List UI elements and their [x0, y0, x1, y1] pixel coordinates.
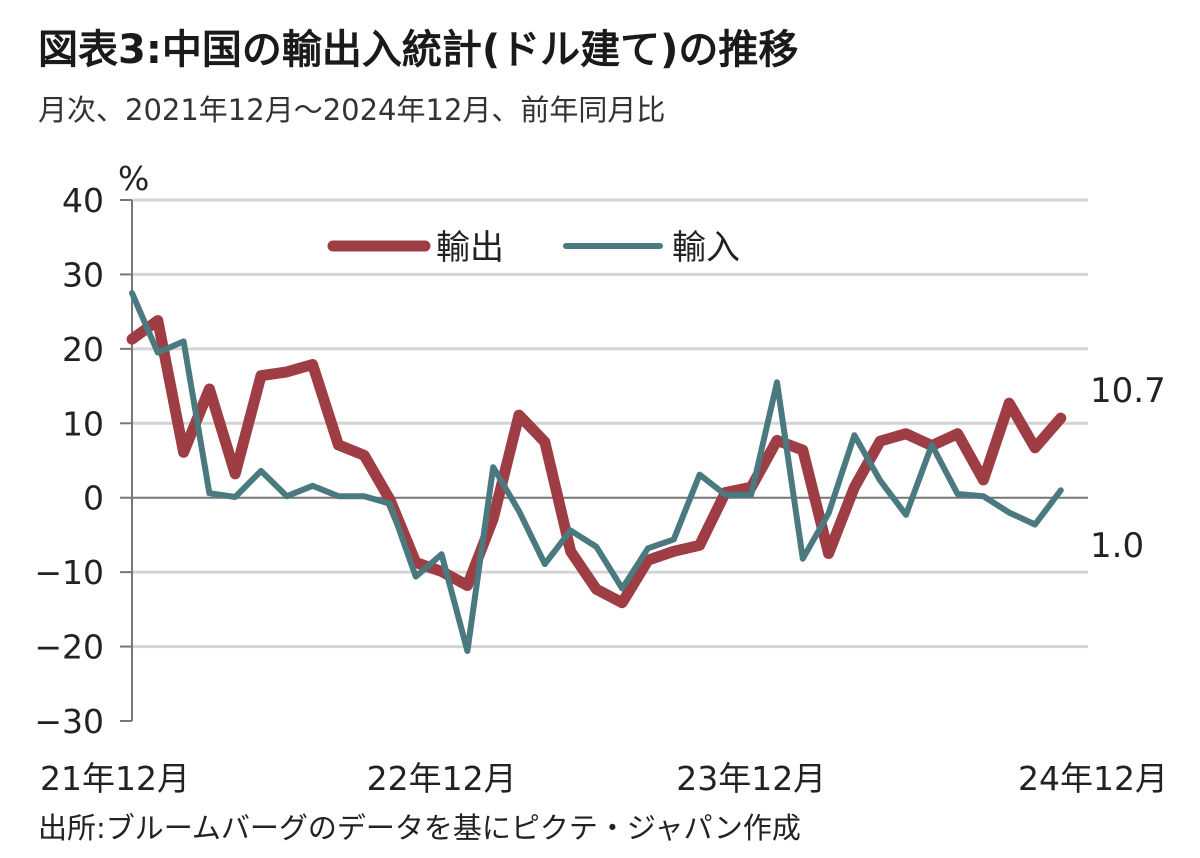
y-tick-label: −10: [34, 553, 104, 592]
x-tick-labels: 21年12月 22年12月 23年12月 24年12月: [40, 759, 1168, 798]
y-tick-label: 20: [62, 330, 104, 369]
x-tick-label: 21年12月: [40, 759, 190, 798]
exports-line: [126, 315, 1067, 609]
y-tick-label: 40: [62, 181, 104, 220]
y-tick-label: 30: [62, 255, 104, 294]
source-note: 出所:ブルームバーグのデータを基にピクテ・ジャパン作成: [38, 811, 801, 845]
chart-title: 図表3:中国の輸出入統計(ドル建て)の推移: [38, 27, 798, 73]
y-unit-label: %: [118, 159, 149, 198]
chart-subtitle: 月次、2021年12月〜2024年12月、前年同月比: [38, 93, 665, 127]
x-tick-label: 22年12月: [367, 759, 517, 798]
gridlines: [132, 198, 1088, 649]
y-tick-label: −30: [34, 702, 104, 741]
imports-end-label: 1.0: [1090, 526, 1144, 566]
axes: [120, 199, 1088, 722]
y-tick-label: −20: [34, 628, 104, 667]
exports-end-label: 10.7: [1090, 371, 1166, 411]
series-lines: [126, 290, 1067, 654]
imports-line: [129, 290, 1064, 654]
x-tick-label: 23年12月: [676, 759, 826, 798]
y-tick-label: 0: [83, 479, 104, 518]
y-tick-label: 10: [62, 404, 104, 443]
legend-label-imports: 輸入: [672, 228, 740, 268]
legend: 輸出 輸入: [327, 228, 740, 268]
legend-label-exports: 輸出: [436, 228, 504, 268]
x-tick-label: 24年12月: [1018, 759, 1168, 798]
y-tick-labels: 40 30 20 10 0 −10 −20 −30: [34, 181, 104, 741]
